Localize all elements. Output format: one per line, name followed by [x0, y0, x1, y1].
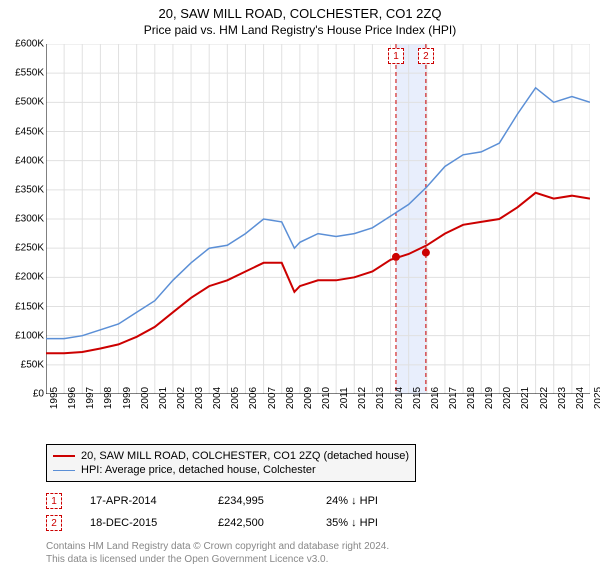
xtick-label: 2006 [248, 387, 259, 409]
sale-row-delta: 35% ↓ HPI [326, 517, 378, 529]
ytick-label: £400K [15, 155, 44, 166]
xtick-label: 2010 [321, 387, 332, 409]
xtick-label: 2011 [339, 387, 350, 409]
xtick-label: 2021 [520, 387, 531, 409]
xtick-label: 2019 [484, 387, 495, 409]
sale-row-price: £242,500 [218, 517, 298, 529]
xtick-label: 2005 [230, 387, 241, 409]
xtick-label: 2003 [194, 387, 205, 409]
legend-label-1: 20, SAW MILL ROAD, COLCHESTER, CO1 2ZQ (… [81, 450, 409, 462]
legend-and-footer: 20, SAW MILL ROAD, COLCHESTER, CO1 2ZQ (… [46, 444, 590, 566]
xtick-label: 2018 [466, 387, 477, 409]
ytick-label: £500K [15, 97, 44, 108]
sale-row-date: 18-DEC-2015 [90, 517, 190, 529]
ytick-label: £100K [15, 330, 44, 341]
xtick-label: 1996 [67, 387, 78, 409]
chart-subtitle: Price paid vs. HM Land Registry's House … [0, 21, 600, 41]
ytick-label: £150K [15, 301, 44, 312]
xtick-label: 2007 [267, 387, 278, 409]
xtick-label: 2017 [448, 387, 459, 409]
sales-table: 1 17-APR-2014 £234,995 24% ↓ HPI 2 18-DEC-201… [46, 490, 590, 534]
xtick-label: 2000 [140, 387, 151, 409]
xtick-label: 2014 [394, 387, 405, 409]
xtick-label: 2012 [357, 387, 368, 409]
ytick-label: £600K [15, 39, 44, 50]
xtick-label: 2024 [575, 387, 586, 409]
legend-swatch-1 [53, 455, 75, 457]
ytick-label: £0 [33, 389, 44, 400]
sale-row-delta: 24% ↓ HPI [326, 495, 378, 507]
sale-row: 2 18-DEC-2015 £242,500 35% ↓ HPI [46, 512, 590, 534]
footnote: Contains HM Land Registry data © Crown c… [46, 540, 590, 566]
sale-row-marker: 2 [46, 515, 62, 531]
xtick-label: 1997 [85, 387, 96, 409]
xtick-label: 1998 [103, 387, 114, 409]
ytick-label: £350K [15, 184, 44, 195]
legend-label-2: HPI: Average price, detached house, Colc… [81, 464, 316, 476]
footnote-line1: Contains HM Land Registry data © Crown c… [46, 540, 590, 553]
legend-swatch-2 [53, 470, 75, 471]
xtick-label: 2001 [158, 387, 169, 409]
xtick-label: 2025 [593, 387, 600, 409]
sale-row-date: 17-APR-2014 [90, 495, 190, 507]
ytick-label: £250K [15, 243, 44, 254]
ytick-label: £550K [15, 68, 44, 79]
xtick-label: 2016 [430, 387, 441, 409]
ytick-label: £450K [15, 126, 44, 137]
xtick-label: 2020 [502, 387, 513, 409]
xtick-label: 2008 [285, 387, 296, 409]
ytick-label: £200K [15, 272, 44, 283]
ytick-label: £50K [21, 359, 44, 370]
sale-row: 1 17-APR-2014 £234,995 24% ↓ HPI [46, 490, 590, 512]
chart-plot-area [46, 44, 590, 394]
xtick-label: 2002 [176, 387, 187, 409]
xtick-label: 2015 [412, 387, 423, 409]
legend-box: 20, SAW MILL ROAD, COLCHESTER, CO1 2ZQ (… [46, 444, 416, 482]
ytick-label: £300K [15, 214, 44, 225]
xtick-label: 2022 [539, 387, 550, 409]
xtick-label: 2013 [375, 387, 386, 409]
sale-callout-badge: 2 [418, 48, 434, 64]
xtick-label: 1995 [49, 387, 60, 409]
xtick-label: 1999 [122, 387, 133, 409]
chart-title: 20, SAW MILL ROAD, COLCHESTER, CO1 2ZQ [0, 0, 600, 21]
xtick-label: 2023 [557, 387, 568, 409]
sale-row-marker: 1 [46, 493, 62, 509]
line-chart [46, 44, 590, 394]
sale-callout-badge: 1 [388, 48, 404, 64]
sale-row-price: £234,995 [218, 495, 298, 507]
xtick-label: 2009 [303, 387, 314, 409]
xtick-label: 2004 [212, 387, 223, 409]
